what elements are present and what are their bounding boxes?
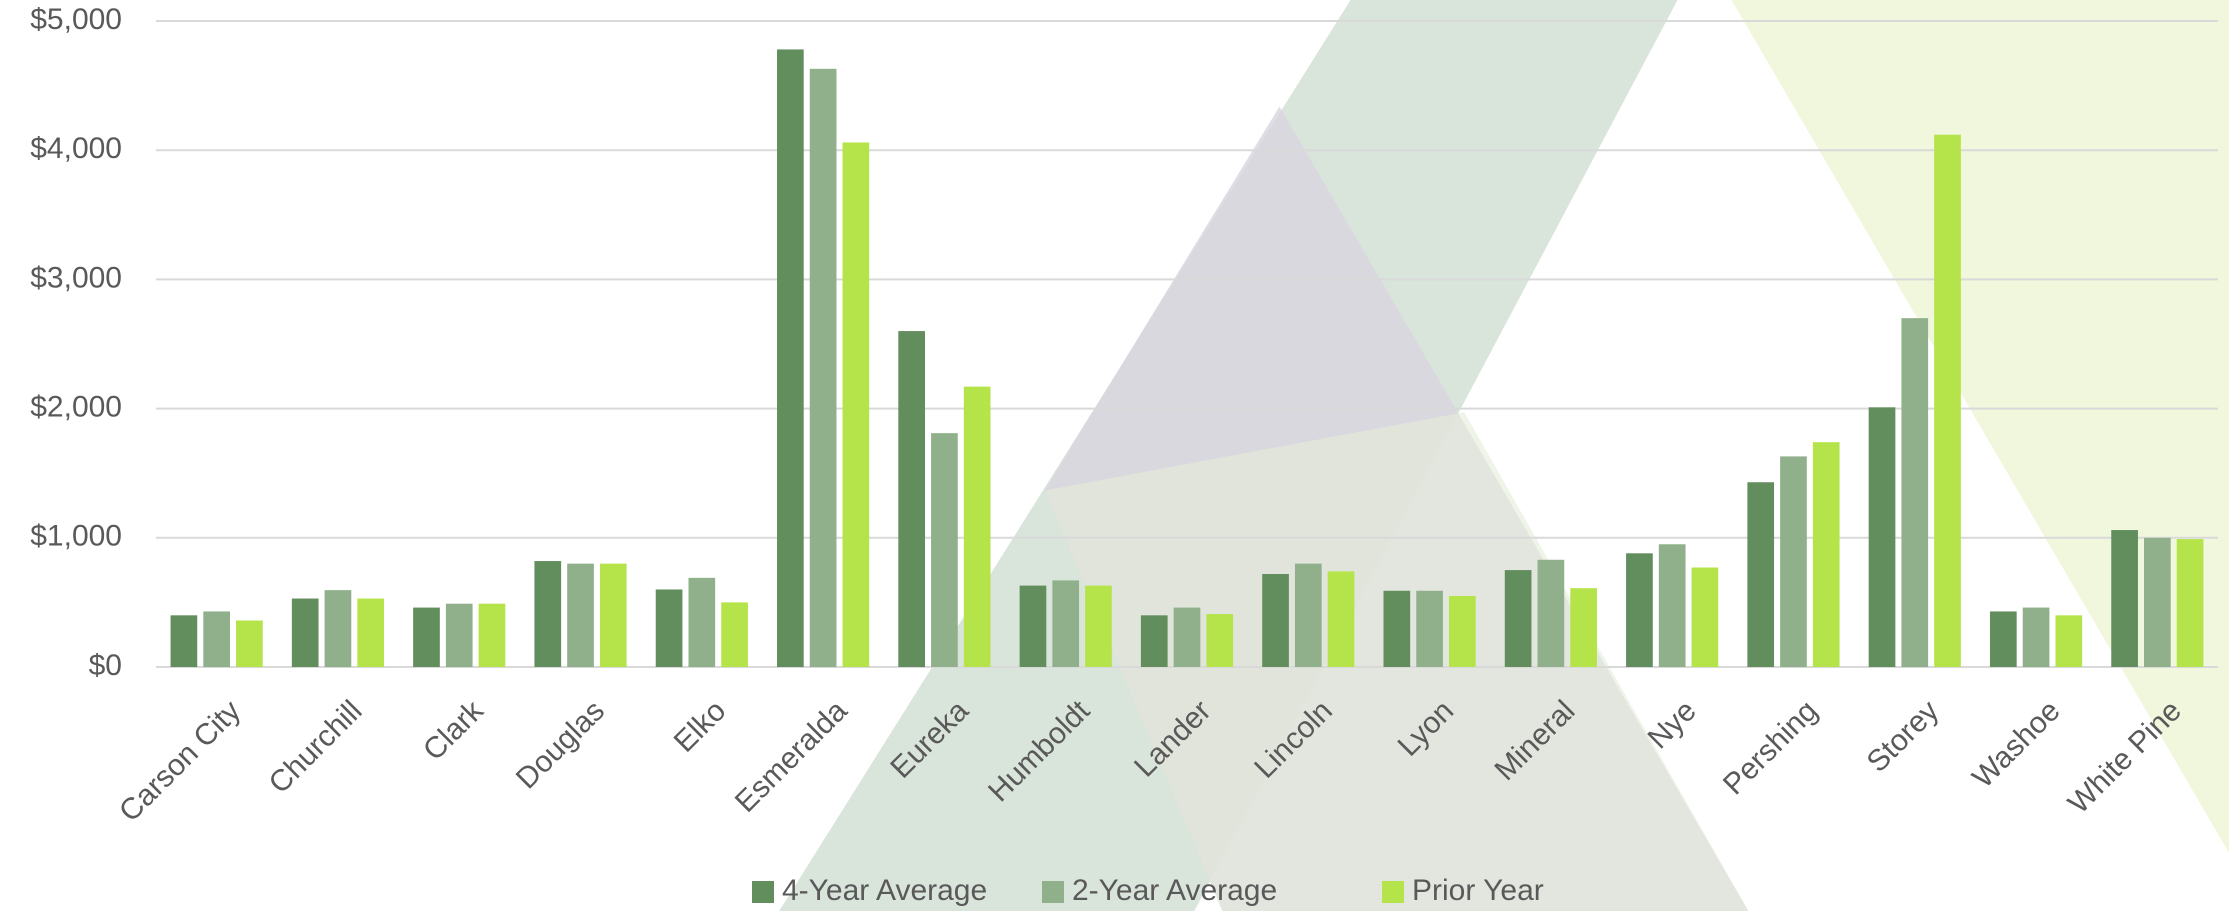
band-shape <box>1731 0 2229 853</box>
bar <box>1626 553 1653 667</box>
bar <box>1019 585 1047 667</box>
y-tick-label: $0 <box>89 649 122 682</box>
legend-label: 4-Year Average <box>782 874 987 907</box>
x-tick-label: White Pine <box>2062 694 2188 820</box>
bar <box>170 615 198 667</box>
bar <box>357 598 385 667</box>
legend-label: 2-Year Average <box>1072 874 1277 907</box>
bar <box>2176 539 2204 667</box>
bar <box>1327 571 1355 667</box>
bar <box>1747 482 1775 667</box>
x-tick-label: Carson City <box>113 694 247 828</box>
x-tick-label: Pershing <box>1717 694 1824 801</box>
bar <box>291 598 319 667</box>
bar <box>567 563 594 667</box>
bar <box>478 603 506 667</box>
bar <box>1262 573 1289 667</box>
bar <box>1294 563 1322 667</box>
bar <box>1206 614 1234 667</box>
x-tick-label: Storey <box>1861 694 1946 779</box>
bar <box>599 563 627 667</box>
bar <box>1448 595 1476 667</box>
bar <box>1140 615 1168 667</box>
bar <box>777 49 804 667</box>
x-tick-label: Clark <box>417 694 491 768</box>
bar <box>203 611 230 667</box>
x-tick-label: Washoe <box>1966 694 2066 794</box>
bar <box>1901 318 1929 667</box>
bar <box>1934 134 1961 668</box>
bar <box>842 142 870 667</box>
y-tick-label: $1,000 <box>30 520 122 553</box>
legend-label: Prior Year <box>1412 874 1544 907</box>
bar <box>1812 442 1840 667</box>
bar <box>534 561 562 667</box>
legend-swatch <box>1042 881 1064 903</box>
bar <box>1383 590 1411 667</box>
bar <box>1780 456 1807 667</box>
bar <box>445 603 473 667</box>
bar <box>1691 567 1719 667</box>
bar <box>898 331 926 667</box>
bar <box>324 590 352 667</box>
bar <box>2055 615 2083 667</box>
x-tick-label: Douglas <box>510 694 611 795</box>
y-tick-label: $5,000 <box>30 3 122 36</box>
bar <box>1173 607 1201 667</box>
x-tick-label: Churchill <box>263 694 369 800</box>
bar <box>2144 537 2171 667</box>
y-tick-label: $3,000 <box>30 261 122 294</box>
bar <box>1416 590 1443 667</box>
bar <box>2022 607 2050 667</box>
bar <box>655 589 683 667</box>
x-tick-label: Esmeralda <box>729 694 854 819</box>
bar <box>963 386 991 667</box>
bar <box>1085 585 1112 667</box>
bar <box>1052 580 1080 667</box>
bar <box>413 607 440 667</box>
bar <box>1570 588 1597 667</box>
bar <box>236 620 263 667</box>
bar <box>1504 570 1532 667</box>
legend-swatch <box>752 881 774 903</box>
x-tick-label: Elko <box>668 694 733 759</box>
bar <box>721 602 748 667</box>
bar <box>1989 611 2017 667</box>
bar <box>2111 530 2138 667</box>
bar <box>1537 559 1565 667</box>
legend-swatch <box>1382 881 1404 903</box>
bar <box>688 577 716 667</box>
bar <box>809 68 837 667</box>
y-tick-label: $2,000 <box>30 391 122 424</box>
bar <box>931 433 958 667</box>
bar <box>1658 544 1686 667</box>
bar <box>1868 407 1896 667</box>
y-tick-label: $4,000 <box>30 132 122 165</box>
